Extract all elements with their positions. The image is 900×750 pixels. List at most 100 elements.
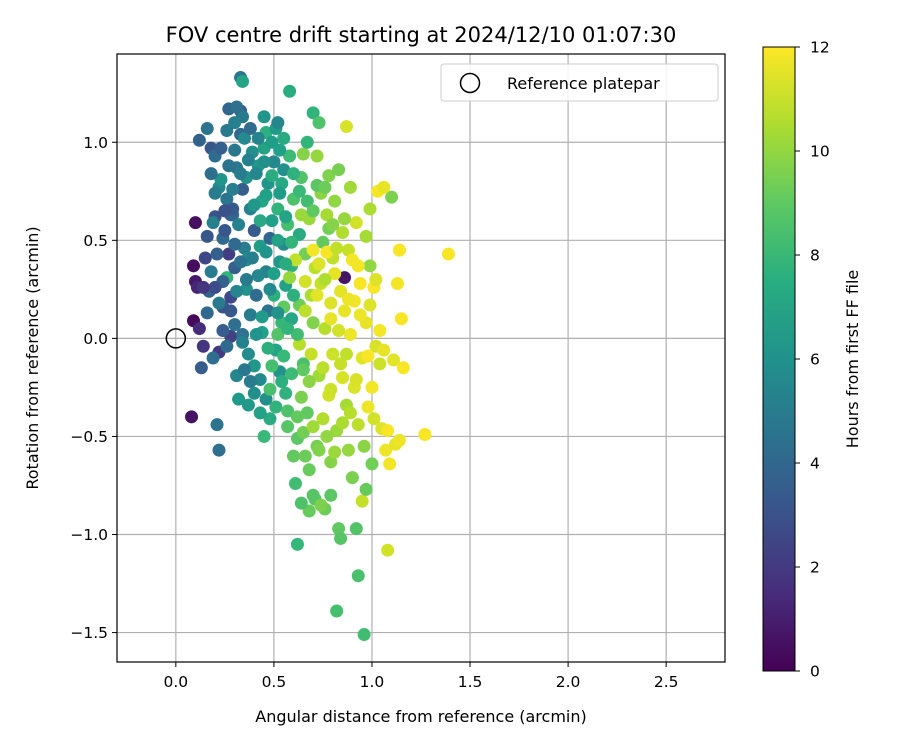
data-point (361, 400, 375, 414)
data-point (232, 392, 246, 406)
legend-marker (459, 72, 481, 94)
data-point (253, 406, 267, 420)
data-point (373, 357, 387, 371)
data-point (239, 273, 253, 287)
colorbar-tick-label: 2 (810, 559, 820, 577)
data-point (265, 169, 279, 183)
data-point (210, 247, 224, 261)
data-point (306, 420, 320, 434)
data-point (283, 149, 297, 163)
data-point (363, 298, 377, 312)
data-point (441, 247, 455, 261)
data-point (247, 359, 261, 373)
data-point (316, 412, 330, 426)
data-point (257, 110, 271, 124)
data-point (285, 312, 299, 326)
x-axis-label: Angular distance from reference (arcmin) (255, 707, 586, 726)
data-point (332, 522, 346, 536)
legend-label: Reference platepar (507, 74, 660, 93)
data-point (381, 543, 395, 557)
data-point (241, 398, 255, 412)
data-point (328, 267, 342, 281)
data-point (349, 522, 363, 536)
data-point (230, 100, 244, 114)
data-point (267, 155, 281, 169)
y-tick-label: 0.5 (83, 232, 108, 250)
colorbar-label: Hours from first FF file (843, 270, 862, 449)
data-point (288, 253, 302, 267)
data-point (249, 327, 263, 341)
data-point (290, 327, 304, 341)
data-point (369, 273, 383, 287)
data-point (306, 243, 320, 257)
data-point (330, 241, 344, 255)
data-point (341, 243, 355, 257)
data-point (318, 180, 332, 194)
data-point (292, 184, 306, 198)
x-tick-label: 2.5 (654, 673, 679, 691)
data-point (294, 390, 308, 404)
chart-title: FOV centre drift starting at 2024/12/10 … (166, 23, 677, 47)
data-point (236, 182, 250, 196)
data-point (324, 296, 338, 310)
data-point (228, 237, 242, 251)
data-point (277, 163, 291, 177)
data-point (296, 426, 310, 440)
data-point (287, 288, 301, 302)
data-point (220, 192, 234, 206)
data-point (379, 443, 393, 457)
colorbar-tick-label: 4 (810, 455, 820, 473)
data-point (249, 167, 263, 181)
x-tick-label: 0.5 (262, 673, 287, 691)
data-point (251, 269, 265, 283)
data-point (300, 406, 314, 420)
data-point (186, 259, 200, 273)
data-point (245, 251, 259, 265)
data-point (206, 351, 220, 365)
y-tick-label: −1.0 (70, 526, 108, 544)
data-point (247, 386, 261, 400)
data-point (283, 84, 297, 98)
data-point (247, 224, 261, 238)
data-point (320, 429, 334, 443)
data-point (192, 322, 206, 336)
data-point (237, 241, 251, 255)
data-point (196, 280, 210, 294)
x-tick-label: 1.5 (458, 673, 483, 691)
data-point (281, 322, 295, 336)
data-point (300, 135, 314, 149)
data-point (208, 186, 222, 200)
data-point (198, 251, 212, 265)
data-point (285, 235, 299, 249)
data-point (232, 218, 246, 232)
data-point (359, 229, 373, 243)
data-point (210, 418, 224, 432)
data-point (304, 347, 318, 361)
y-axis-label: Rotation from reference (arcmin) (23, 226, 42, 489)
data-point (316, 235, 330, 249)
data-point (359, 482, 373, 496)
data-point (377, 180, 391, 194)
data-point (334, 531, 348, 545)
data-point (312, 116, 326, 130)
colorbar-tick-label: 8 (810, 247, 820, 265)
data-point (192, 133, 206, 147)
data-point (259, 392, 273, 406)
y-tick-label: 0.0 (83, 330, 108, 348)
legend: Reference platepar (440, 63, 719, 102)
data-point (318, 273, 332, 287)
data-point (259, 188, 273, 202)
data-point (387, 353, 401, 367)
data-point (330, 604, 344, 618)
data-point (243, 308, 257, 322)
data-point (228, 116, 242, 130)
data-point (259, 245, 273, 259)
data-point (298, 304, 312, 318)
data-point (263, 282, 277, 296)
data-point (271, 116, 285, 130)
data-point (381, 424, 395, 438)
data-point (290, 410, 304, 424)
data-point (253, 373, 267, 387)
data-point (224, 304, 238, 318)
